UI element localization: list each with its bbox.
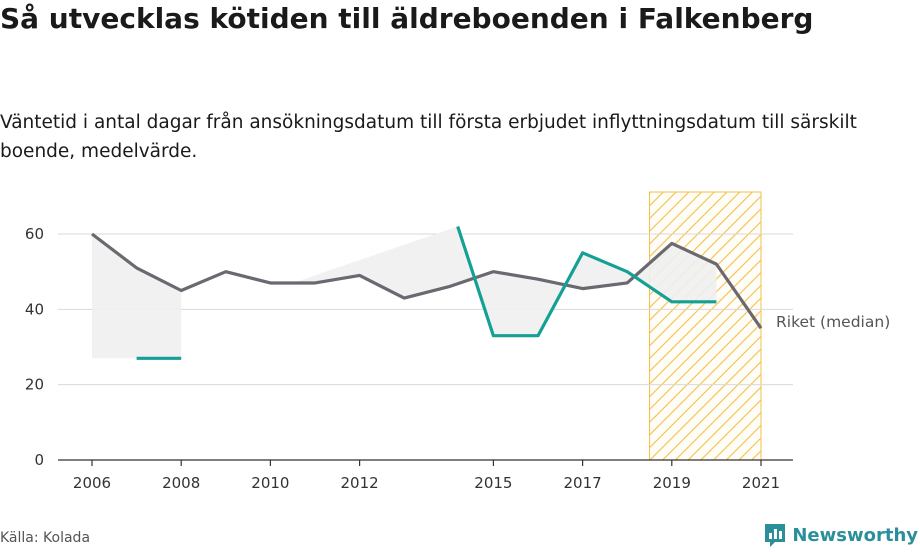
highlight-band [649, 191, 762, 461]
y-tick-label: 60 [25, 225, 44, 243]
y-tick-label: 0 [34, 451, 44, 469]
chart-subtitle: Väntetid i antal dagar från ansökningsda… [0, 112, 857, 162]
x-tick-label: 2012 [341, 474, 379, 492]
x-tick-label: 2015 [474, 474, 512, 492]
chart-title: Så utvecklas kötiden till äldreboenden i… [0, 2, 814, 35]
difference-area [92, 234, 182, 359]
x-tick-label: 2019 [653, 474, 691, 492]
series-label-national: Riket (median) [776, 313, 890, 331]
series-line-national [91, 232, 763, 330]
y-tick-label: 20 [25, 376, 44, 394]
series-line-local [456, 225, 717, 338]
newsworthy-brand: Newsworthy [763, 520, 918, 550]
difference-area [457, 226, 717, 336]
brand-name: Newsworthy [792, 524, 918, 546]
x-tick-label: 2017 [564, 474, 602, 492]
y-tick-label: 40 [25, 300, 44, 318]
line-chart: 0 20 40 60 2006 2008 2010 2012 2015 2017 2019 2021 R… [25, 191, 890, 492]
difference-area [292, 226, 458, 299]
x-tick-label: 2006 [73, 474, 111, 492]
x-tick-label: 2021 [742, 474, 780, 492]
newsworthy-logo-icon [765, 523, 786, 547]
x-tick-label: 2008 [162, 474, 200, 492]
source-note: Källa: Kolada [0, 530, 91, 546]
x-tick-label: 2010 [251, 474, 289, 492]
